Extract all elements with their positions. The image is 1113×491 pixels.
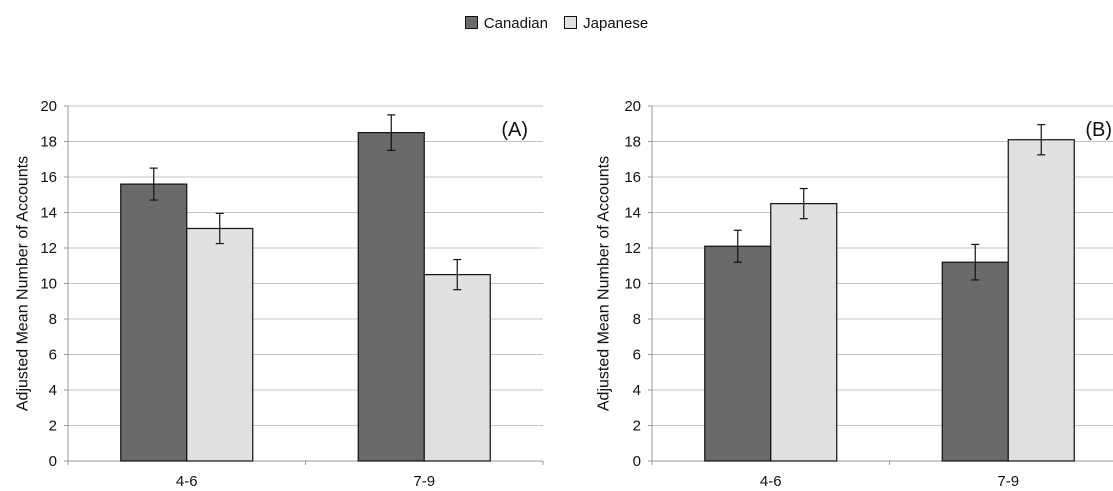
y-tick-label: 12 [40, 240, 57, 257]
legend-item-japanese: Japanese [564, 15, 648, 32]
legend-swatch-canadian [464, 15, 478, 29]
y-tick-label: 2 [633, 418, 641, 435]
bar-japanese-4-6 [770, 203, 838, 462]
bar-canadian-4-6 [120, 183, 188, 462]
panel-label: (B) [1085, 119, 1112, 141]
error-bar [215, 212, 224, 245]
y-tick-label: 16 [40, 169, 57, 186]
error-bar [733, 229, 742, 263]
error-bar [149, 167, 158, 201]
y-tick-label: 14 [40, 205, 57, 222]
y-tick-label: 20 [40, 98, 57, 115]
chart-panel-1: 0 2 4 6 8 10 12 14 16 18 20 4-6 7-9 Adjusted Mean Num… [596, 98, 1113, 490]
y-tick-label: 10 [40, 276, 57, 293]
legend-label-canadian: Canadian [483, 14, 548, 32]
error-bar [453, 258, 462, 291]
x-tick-label: 7-9 [413, 473, 435, 490]
bar-canadian-4-6 [704, 245, 772, 462]
x-tick-label: 7-9 [997, 473, 1019, 490]
y-tick-label: 8 [49, 311, 57, 328]
error-bar [1037, 124, 1046, 156]
x-tick-label: 4-6 [176, 473, 198, 490]
y-tick-label: 10 [624, 276, 641, 293]
y-tick-label: 18 [624, 134, 641, 151]
error-bar [387, 114, 396, 151]
error-bar [971, 243, 980, 281]
bar-japanese-4-6 [186, 227, 254, 462]
error-bar [799, 187, 808, 220]
bar-canadian-7-9 [357, 132, 425, 462]
y-tick-label: 0 [633, 453, 641, 470]
legend: Canadian Japanese [0, 14, 1113, 32]
chart-panel-0: 0 2 4 6 8 10 12 14 16 18 20 4-6 7-9 Adjusted Mean Num… [15, 98, 544, 490]
y-tick-label: 4 [49, 382, 57, 399]
bar-japanese-7-9 [1007, 139, 1075, 462]
legend-label-japanese: Japanese [583, 14, 649, 32]
y-tick-label: 8 [633, 311, 641, 328]
y-tick-label: 12 [624, 240, 641, 257]
y-tick-label: 16 [624, 169, 641, 186]
legend-item-canadian: Canadian [464, 14, 548, 32]
y-tick-label: 18 [40, 134, 57, 151]
y-tick-label: 4 [633, 382, 641, 399]
y-axis-label: Adjusted Mean Number of Accounts [15, 156, 32, 411]
bar-canadian-7-9 [941, 261, 1009, 462]
y-tick-label: 20 [624, 98, 641, 115]
y-tick-label: 2 [49, 418, 57, 435]
y-tick-label: 0 [49, 453, 57, 470]
y-axis-label: Adjusted Mean Number of Accounts [596, 156, 613, 411]
y-tick-label: 6 [633, 347, 641, 364]
y-tick-label: 6 [49, 347, 57, 364]
bar-japanese-7-9 [423, 274, 491, 462]
panel-label: (A) [501, 119, 528, 141]
y-tick-label: 14 [624, 205, 641, 222]
x-tick-label: 4-6 [760, 473, 782, 490]
legend-swatch-japanese [564, 15, 578, 29]
